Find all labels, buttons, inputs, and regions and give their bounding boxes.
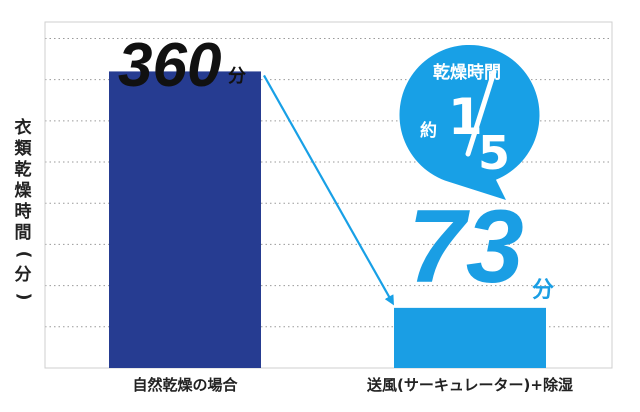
y-axis-label-char: 燥 [14, 181, 32, 201]
y-axis-label-char: 間 [14, 223, 32, 243]
callout-heading: 乾燥時間 [433, 63, 501, 83]
callout-bubble [399, 44, 540, 200]
y-axis-label-char: 乾 [14, 160, 32, 180]
bar-1 [394, 307, 546, 368]
category-label-natural: 自然乾燥の場合 [132, 376, 238, 394]
category-label-fan-dehumidify: 送風(サーキュレーター)+除湿 [367, 376, 573, 394]
y-axis-label-char: 衣 [14, 118, 32, 138]
y-axis-label-char: 時 [14, 202, 32, 222]
callout-prefix: 約 [420, 121, 437, 141]
y-axis-label-char: ) [13, 292, 34, 301]
value-unit-natural: 分 [228, 66, 246, 87]
callout-numerator: 1 [448, 88, 483, 146]
fraction-slash [465, 69, 497, 157]
reduction-arrow [263, 74, 394, 306]
value-label-natural: 360 [118, 31, 222, 100]
bar-0 [109, 71, 261, 368]
value-unit-fan-dehumidify: 分 [532, 278, 555, 303]
value-label-fan-dehumidify: 73 [408, 189, 524, 305]
bars [109, 71, 546, 368]
y-axis-label-char: ( [13, 250, 34, 259]
callout-denominator: 5 [478, 126, 511, 180]
y-axis-label: 衣類乾燥時間 ( 分) [8, 118, 38, 307]
callout-note-mark: ※ [532, 80, 542, 91]
y-axis-label-char: 分 [14, 265, 32, 285]
plot-frame [44, 21, 613, 369]
y-axis-label-char: 類 [14, 139, 32, 159]
